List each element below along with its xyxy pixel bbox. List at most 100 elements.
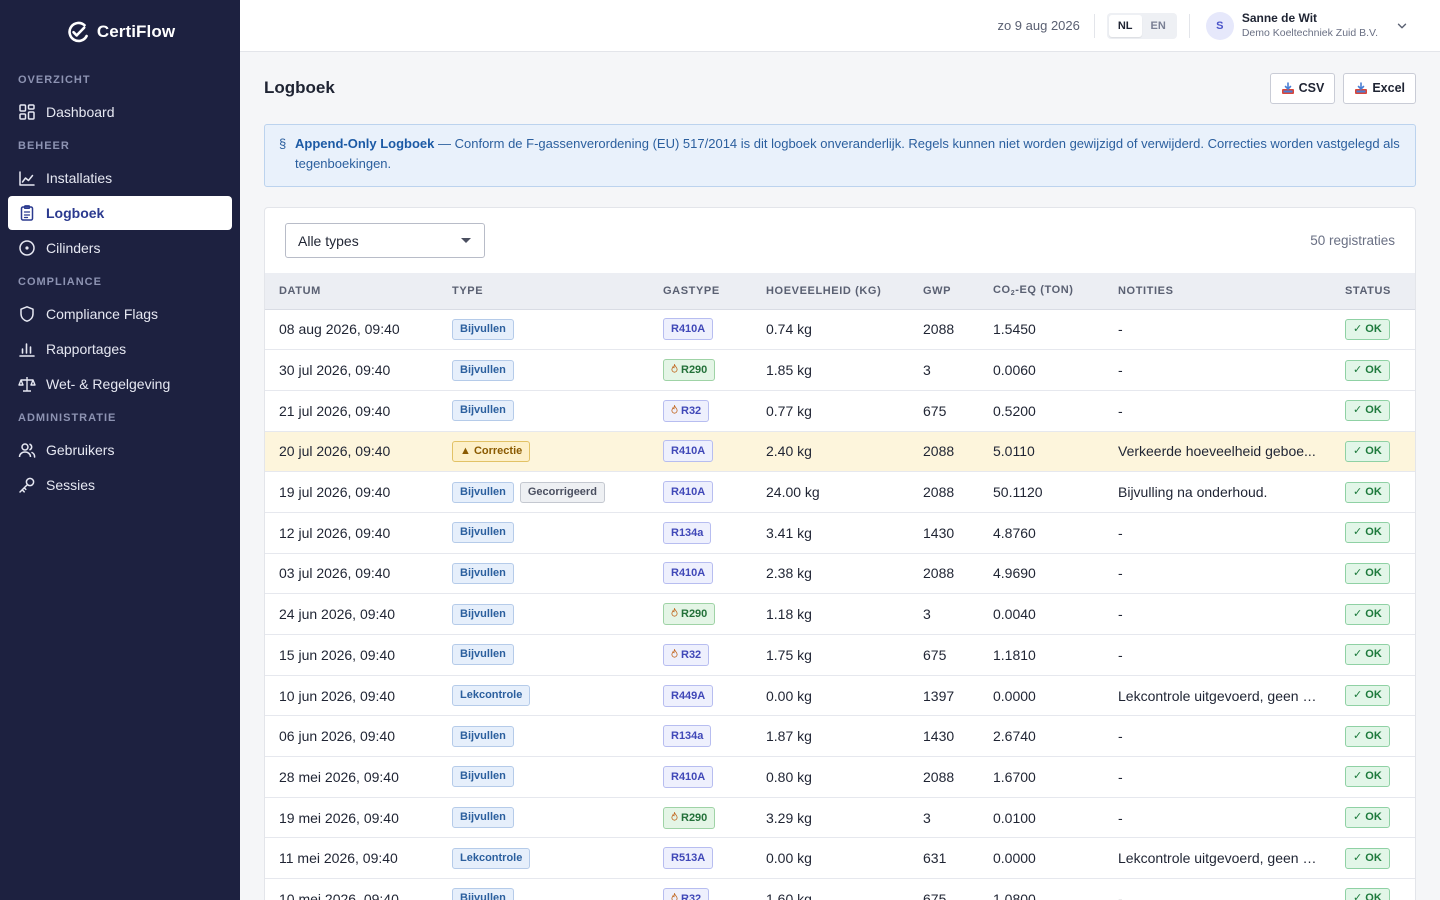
table-row[interactable]: 30 jul 2026, 09:40 Bijvullen R290 1.85 kg 3 0… xyxy=(265,349,1415,391)
cell-date: 12 jul 2026, 09:40 xyxy=(265,512,438,554)
col-date[interactable]: DATUM xyxy=(265,273,438,310)
notice-body: Append-Only Logboek — Conform de F-gasse… xyxy=(295,134,1401,174)
sidebar-item-label: Logboek xyxy=(46,205,105,221)
cell-notes: - xyxy=(1104,349,1331,391)
table-row[interactable]: 19 jul 2026, 09:40 Bijvullen Gecorrigeerd R… xyxy=(265,471,1415,513)
flame-icon xyxy=(671,607,678,620)
cell-date: 06 jun 2026, 09:40 xyxy=(265,715,438,758)
sidebar-item-rapportages[interactable]: Rapportages xyxy=(8,332,232,366)
col-co2[interactable]: CO2-EQ (TON) xyxy=(979,273,1104,310)
cell-gas: R449A xyxy=(649,675,752,717)
table-row[interactable]: 15 jun 2026, 09:40 Bijvullen R32 1.75 kg 675… xyxy=(265,634,1415,676)
table-row[interactable]: 08 aug 2026, 09:40 Bijvullen R410A 0.74 kg 2… xyxy=(265,309,1415,351)
sidebar-item-dashboard[interactable]: Dashboard xyxy=(8,95,232,129)
dashboard-icon xyxy=(18,103,36,121)
cell-gwp: 3 xyxy=(909,349,979,391)
cell-gas: R410A xyxy=(649,431,752,473)
cell-gas: R134a xyxy=(649,512,752,554)
table-row[interactable]: 03 jul 2026, 09:40 Bijvullen R410A 2.38 kg 2… xyxy=(265,553,1415,595)
table-row[interactable]: 21 jul 2026, 09:40 Bijvullen R32 0.77 kg 675… xyxy=(265,390,1415,432)
export-csv-label: CSV xyxy=(1298,81,1325,95)
gas-label: R32 xyxy=(681,892,702,900)
table-row[interactable]: 10 mei 2026, 09:40 Bijvullen R32 1.60 kg 675… xyxy=(265,878,1415,900)
sidebar-item-sessies[interactable]: Sessies xyxy=(8,468,232,502)
type-badge: Bijvullen xyxy=(452,603,514,625)
table-row[interactable]: 11 mei 2026, 09:40 Lekcontrole R513A 0.00 k… xyxy=(265,837,1415,880)
divider xyxy=(1188,13,1190,38)
gas-label: R410A xyxy=(671,445,706,458)
type-filter-select[interactable]: Alle types xyxy=(285,223,485,258)
cell-gwp: 1430 xyxy=(909,715,979,758)
type-badge: Lekcontrole xyxy=(452,847,531,869)
cell-quantity: 0.77 kg xyxy=(752,390,909,432)
sidebar-item-gebruikers[interactable]: Gebruikers xyxy=(8,433,232,467)
flame-icon xyxy=(671,363,678,376)
language-en-button[interactable]: EN xyxy=(1150,19,1166,32)
gas-badge: R410A xyxy=(663,481,714,504)
cell-status: ✓ OK xyxy=(1331,512,1415,554)
table-row[interactable]: 24 jun 2026, 09:40 Bijvullen R290 1.18 kg 3 0… xyxy=(265,593,1415,635)
export-csv-button[interactable]: CSV xyxy=(1269,72,1336,104)
cell-gwp: 2088 xyxy=(909,471,979,513)
sidebar-item-installaties[interactable]: Installaties xyxy=(8,161,232,195)
cell-gas: R410A xyxy=(649,309,752,351)
table-row[interactable]: 20 jul 2026, 09:40 ▲ Correctie R410A 2.40 k… xyxy=(265,431,1415,473)
cell-quantity: 3.41 kg xyxy=(752,512,909,554)
nav-section: BEHEER Installaties Logboek Cilinders xyxy=(0,138,240,265)
sidebar-item-label: Gebruikers xyxy=(46,442,115,458)
gas-label: R410A xyxy=(671,486,706,499)
col-gas[interactable]: GASTYPE xyxy=(649,273,752,310)
gas-badge: R410A xyxy=(663,440,714,463)
flame-icon xyxy=(671,403,678,417)
status-badge: ✓ OK xyxy=(1345,603,1390,625)
cell-co2: 4.9690 xyxy=(979,553,1104,595)
gas-badge: R410A xyxy=(663,562,714,585)
flame-icon xyxy=(671,648,678,661)
chevron-down-icon[interactable] xyxy=(1394,18,1410,34)
cell-type: Bijvullen xyxy=(438,390,649,432)
sidebar-item-compliance-flags[interactable]: Compliance Flags xyxy=(8,297,232,331)
cell-co2: 1.6700 xyxy=(979,756,1104,798)
cell-notes: - xyxy=(1104,512,1331,554)
table-row[interactable]: 19 mei 2026, 09:40 Bijvullen R290 3.29 kg 3 0… xyxy=(265,797,1415,839)
cell-notes: Verkeerde hoeveelheid geboe... xyxy=(1104,431,1331,473)
col-notes[interactable]: NOTITIES xyxy=(1104,273,1331,310)
status-badge: ✓ OK xyxy=(1345,562,1390,584)
cell-notes: - xyxy=(1104,593,1331,635)
cell-gwp: 3 xyxy=(909,593,979,635)
col-gwp[interactable]: GWP xyxy=(909,273,979,310)
cell-co2: 1.5450 xyxy=(979,309,1104,351)
col-type[interactable]: TYPE xyxy=(438,273,649,310)
language-nl-button[interactable]: NL xyxy=(1108,14,1142,37)
export-excel-button[interactable]: Excel xyxy=(1343,72,1416,104)
table-row[interactable]: 12 jul 2026, 09:40 Bijvullen R134a 3.41 kg 1… xyxy=(265,512,1415,554)
sidebar-item-cilinders[interactable]: Cilinders xyxy=(8,231,232,265)
gas-label: R290 xyxy=(681,608,708,621)
gas-label: R410A xyxy=(671,567,706,580)
cell-co2: 0.0000 xyxy=(979,675,1104,717)
cell-status: ✓ OK xyxy=(1331,349,1415,391)
sidebar-nav: OVERZICHT Dashboard BEHEER Installaties Logb… xyxy=(0,72,240,502)
table-row[interactable]: 10 jun 2026, 09:40 Lekcontrole R449A 0.00 k… xyxy=(265,675,1415,717)
brand[interactable]: CertiFlow xyxy=(0,0,240,64)
sidebar-item-wet-regelgeving[interactable]: Wet- & Regelgeving xyxy=(8,367,232,401)
cell-type: Bijvullen xyxy=(438,553,649,595)
col-status[interactable]: STATUS xyxy=(1331,273,1415,310)
table-toolbar: Alle types 50 registraties xyxy=(265,208,1415,273)
type-badge: Bijvullen xyxy=(452,400,514,422)
cell-date: 03 jul 2026, 09:40 xyxy=(265,553,438,595)
cell-type: Lekcontrole xyxy=(438,837,649,880)
gas-label: R290 xyxy=(681,364,708,377)
table-row[interactable]: 28 mei 2026, 09:40 Bijvullen R410A 0.80 kg 2… xyxy=(265,756,1415,798)
col-quantity[interactable]: HOEVEELHEID (KG) xyxy=(752,273,909,310)
sidebar-item-logboek[interactable]: Logboek xyxy=(8,196,232,230)
table-row[interactable]: 06 jun 2026, 09:40 Bijvullen R134a 1.87 kg 1… xyxy=(265,715,1415,758)
cell-quantity: 24.00 kg xyxy=(752,471,909,513)
notice-text: — Conform de F-gassenverordening (EU) 51… xyxy=(295,136,1400,171)
gas-label: R410A xyxy=(671,770,706,783)
user-menu[interactable]: S Sanne de Wit Demo Koeltechniek Zuid B.… xyxy=(1205,11,1410,40)
cell-status: ✓ OK xyxy=(1331,756,1415,798)
key-icon xyxy=(18,476,36,494)
nav-heading: BEHEER xyxy=(18,140,70,152)
status-badge: ✓ OK xyxy=(1345,481,1390,503)
